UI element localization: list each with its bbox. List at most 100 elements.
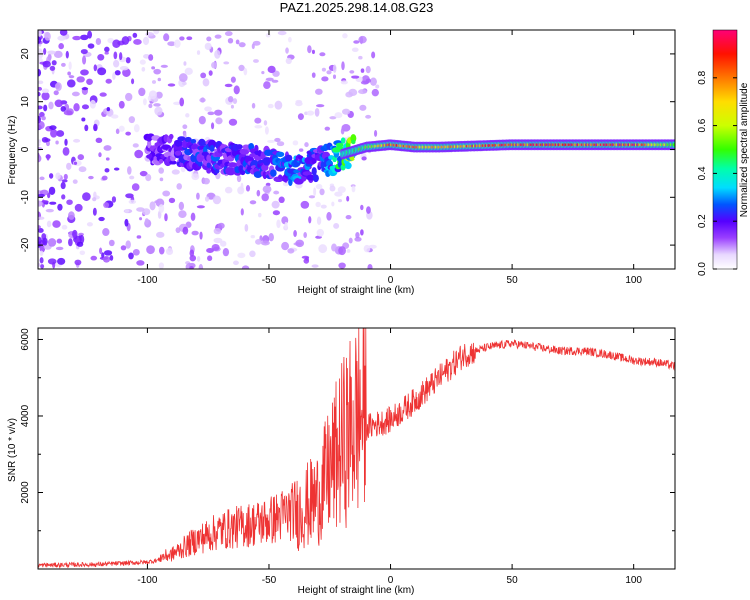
spectrogram-cell [340,127,345,135]
spectrogram-cell [254,144,259,153]
spectrogram-cell [316,104,325,108]
spectrogram-cell [349,70,355,74]
spectrogram-cell [38,193,45,198]
spectrogram-x-tick-label: -100 [137,275,157,286]
spectrogram-cell [93,123,98,132]
spectrogram-cell [360,68,365,73]
spectrogram-cell [104,46,110,53]
spectrogram-cell [319,52,326,57]
spectrogram-cell [171,169,180,175]
spectrogram-cell [240,208,244,216]
spectrogram-cell [361,156,367,161]
spectrogram-cell [60,105,66,112]
spectrogram-cell [38,86,43,91]
spectrogram-cell [306,110,315,116]
spectrogram-cell [332,64,337,73]
spectrogram-cell [99,247,103,255]
spectrogram-cell [113,51,118,60]
spectrogram-cell [308,216,312,224]
spectrogram-cell [38,105,43,110]
spectrogram-cell [351,75,360,79]
spectrogram-cell [186,36,193,41]
spectrogram-cell [55,172,61,180]
spectrogram-cell [81,117,86,122]
spectrogram-cell [206,162,211,168]
spectrogram-cell [183,61,187,66]
spectrogram-cell [97,67,107,76]
spectrogram-cell [77,154,85,161]
snr-x-tick-label: 50 [507,575,519,586]
spectrogram-cell [149,201,156,211]
spectrogram-cell [79,250,86,256]
spectrogram-cell [73,161,78,165]
spectrogram-cell [198,263,204,269]
spectrogram-cell [45,208,54,213]
spectrogram-cell [182,81,187,86]
spectrogram-cell [263,81,271,90]
spectrogram-cell [178,73,188,83]
spectrogram-cell [103,250,113,256]
spectrogram-cell [273,190,280,195]
spectrogram-cell [101,175,108,181]
spectrogram-cell [38,80,44,85]
spectrogram-cell [374,130,378,137]
spectrogram-cell [160,64,168,68]
spectrogram-cell [261,193,269,202]
spectrogram-cell [250,234,256,239]
spectrogram-marks [38,30,675,269]
spectrogram-cell [43,104,48,112]
spectrogram-cell [54,83,61,89]
spectrogram-cell [59,30,68,36]
spectrogram-cell [38,200,43,207]
spectrogram-y-tick-label: -10 [20,190,31,205]
spectrogram-cell [293,177,304,185]
spectrogram-cell [307,45,312,54]
spectrogram-cell [61,224,68,230]
spectrogram-cell [92,197,97,202]
spectrogram-cell [354,236,362,242]
spectrogram-cell [81,104,90,110]
spectrogram-cell [133,38,142,45]
spectrogram-cell [282,181,289,187]
spectrogram-cell [104,51,109,55]
colorbar-tick-label: 0.4 [697,166,708,180]
spectrogram-cell [82,192,91,201]
spectrogram-cell [345,214,352,220]
spectrogram-cell [109,255,114,261]
spectrogram-cell [162,190,171,197]
spectrogram-cell [331,243,337,252]
spectrogram-cell [55,140,59,145]
spectrogram-cell [267,65,276,74]
spectrogram-cell [209,144,215,152]
spectrogram-cell [38,225,41,229]
spectrogram-cell [311,72,316,78]
spectrogram-cell [128,252,134,260]
spectrogram-cell [47,258,57,265]
spectrogram-cell [367,264,373,269]
spectrogram-cell [351,47,359,52]
spectrogram-cell [86,78,93,85]
spectrogram-cell [204,106,212,112]
spectrogram-cell [285,57,292,65]
spectrogram-cell [227,37,234,44]
spectrogram-cell [64,138,68,146]
spectrogram-cell [93,191,97,199]
spectrogram-cell [87,43,95,49]
spectrogram-cell [72,229,78,239]
spectrogram-cell [237,252,246,259]
spectrogram-cell [318,244,328,254]
spectrogram-cell [143,54,150,59]
spectrogram-cell [55,246,64,251]
spectrogram-cell [253,59,259,63]
spectrogram-cell [245,185,251,192]
spectrogram-cell [112,72,116,80]
spectrogram-cell [238,64,245,72]
spectrogram-cell [332,74,337,79]
spectrogram-cell [200,72,207,79]
spectrogram-cell [344,162,352,170]
spectrogram-cell [118,100,125,109]
spectrogram-cell [281,241,290,251]
spectrogram-cell [73,103,80,112]
spectrogram-cell [76,241,84,247]
